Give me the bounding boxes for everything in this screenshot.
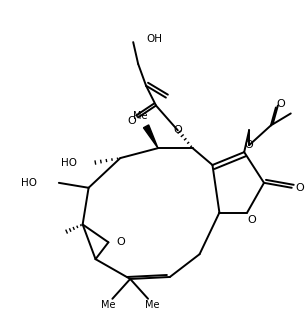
Text: HO: HO — [21, 178, 37, 188]
Text: O: O — [277, 99, 285, 109]
Text: O: O — [116, 237, 125, 247]
Text: O: O — [245, 140, 253, 150]
Text: Me: Me — [145, 300, 159, 310]
Text: OH: OH — [146, 34, 162, 44]
Text: O: O — [295, 183, 304, 193]
Polygon shape — [144, 125, 158, 148]
Text: O: O — [248, 215, 257, 225]
Text: Me: Me — [133, 112, 147, 121]
Text: O: O — [173, 125, 182, 135]
Text: Me: Me — [101, 300, 116, 310]
Text: O: O — [128, 116, 136, 126]
Text: HO: HO — [61, 158, 77, 168]
